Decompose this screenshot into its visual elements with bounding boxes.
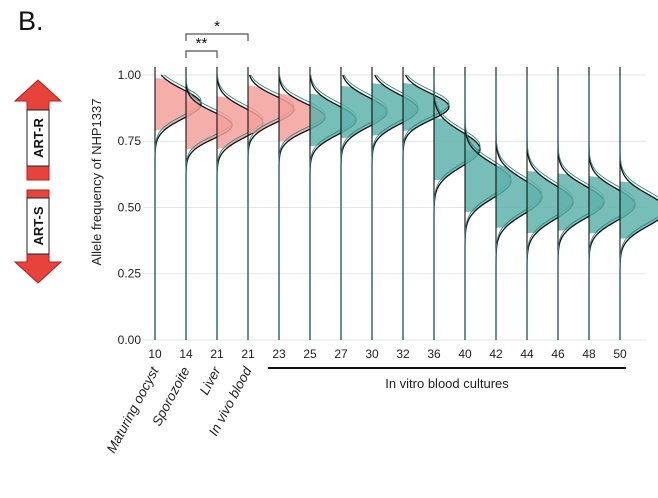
ridge-fill-23 <box>279 93 325 142</box>
ridge-fill-21 <box>217 96 263 149</box>
ridge-fill-42 <box>496 165 542 228</box>
ridge-fill-14 <box>186 101 232 150</box>
x-tick-label: 10 <box>148 347 162 361</box>
art-s-box <box>26 197 50 255</box>
x-tick-label: 30 <box>365 347 379 361</box>
y-tick-label: 0.75 <box>118 134 142 148</box>
ridge-fill-40 <box>465 149 511 212</box>
x-tick-label: 27 <box>334 347 348 361</box>
ridge-outline-36 <box>433 74 481 340</box>
ridge-fill-10 <box>155 77 201 131</box>
x-tick-label: 40 <box>458 347 472 361</box>
x-tick-label: 46 <box>551 347 565 361</box>
art-r-label: ART-R <box>31 118 46 158</box>
stage-label: Liver <box>197 364 224 397</box>
ridge-fill-32 <box>403 82 449 131</box>
resistance-arrows: ART-R ART-S <box>13 79 63 284</box>
x-tick-label: 48 <box>582 347 596 361</box>
ridge-outline-32 <box>402 74 450 340</box>
significance-brackets: *** <box>185 18 249 58</box>
x-tick-label: 14 <box>179 347 193 361</box>
x-tick-label: 36 <box>427 347 441 361</box>
density-ridges <box>154 67 658 340</box>
in-vitro-bracket-label: In vitro blood cultures <box>385 376 509 391</box>
ridge-fill-44 <box>527 171 573 234</box>
y-tick-label: 1.00 <box>118 68 142 82</box>
x-axis: 10 14 21 21 23 25 27 30 32 36 40 42 44 46 48 50 <box>148 347 627 361</box>
ridge-outline-10 <box>154 74 202 340</box>
ridge-outline-21 <box>247 74 295 340</box>
ridge-fill-46 <box>558 173 604 231</box>
x-tick-label: 42 <box>489 347 503 361</box>
x-tick-label: 23 <box>272 347 286 361</box>
y-tick-label: 0.00 <box>118 333 142 347</box>
significance-bracket <box>185 50 218 58</box>
ridge-fill-50 <box>620 181 658 239</box>
significance-label: * <box>214 18 220 35</box>
x-tick-label: 32 <box>396 347 410 361</box>
panel-label: B. <box>18 6 44 36</box>
x-tick-label: 21 <box>241 347 255 361</box>
ridge-fill-30 <box>372 83 418 136</box>
x-tick-label: 21 <box>210 347 224 361</box>
x-tick-label: 50 <box>613 347 627 361</box>
y-axis: 0.00 0.25 0.50 0.75 1.00 <box>118 68 142 347</box>
ridge-outline-40 <box>464 74 512 340</box>
ridge-fill-36 <box>434 118 480 181</box>
y-tick-label: 0.25 <box>118 267 142 281</box>
ridge-fill-21 <box>248 85 294 134</box>
ridge-fill-25 <box>310 93 356 147</box>
art-s-label: ART-S <box>31 206 46 245</box>
y-tick-label: 0.50 <box>118 200 142 214</box>
ridge-fill-48 <box>589 176 635 234</box>
significance-bracket <box>185 33 249 41</box>
y-axis-title: Allele frequency of NHP1337 <box>89 99 104 266</box>
in-vitro-bracket: In vitro blood cultures <box>268 367 626 391</box>
x-tick-label: 44 <box>520 347 534 361</box>
ridge-fill-27 <box>341 85 387 139</box>
significance-label: ** <box>196 35 208 52</box>
x-tick-label: 25 <box>303 347 317 361</box>
ridge-outline-50 <box>619 74 658 340</box>
stage-label: Maturing oocyst <box>104 363 163 455</box>
art-r-box <box>26 109 50 167</box>
